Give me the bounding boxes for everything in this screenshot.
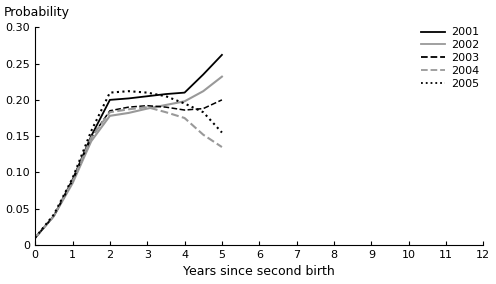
X-axis label: Years since second birth: Years since second birth [184, 266, 335, 278]
Text: Probability: Probability [4, 6, 70, 18]
Legend: 2001, 2002, 2003, 2004, 2005: 2001, 2002, 2003, 2004, 2005 [416, 23, 484, 93]
